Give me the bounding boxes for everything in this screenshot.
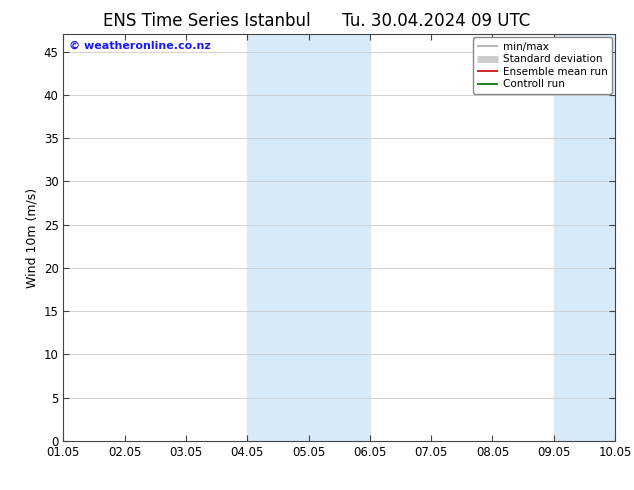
Y-axis label: Wind 10m (m/s): Wind 10m (m/s) xyxy=(25,188,38,288)
Legend: min/max, Standard deviation, Ensemble mean run, Controll run: min/max, Standard deviation, Ensemble me… xyxy=(473,37,612,94)
Text: ENS Time Series Istanbul      Tu. 30.04.2024 09 UTC: ENS Time Series Istanbul Tu. 30.04.2024 … xyxy=(103,12,531,30)
Bar xyxy=(553,34,634,441)
Text: © weatheronline.co.nz: © weatheronline.co.nz xyxy=(69,40,210,50)
Bar xyxy=(247,34,370,441)
